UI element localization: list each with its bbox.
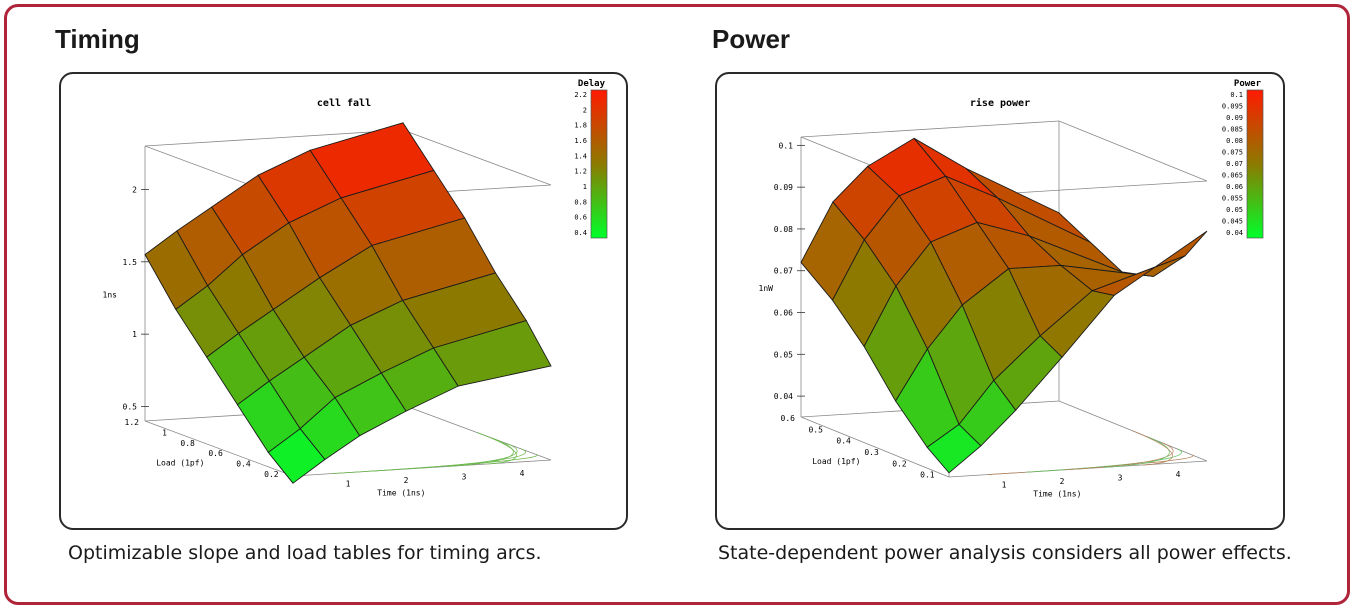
x-tick-label: 3	[462, 472, 467, 481]
y-axis-label: Load (1pf)	[812, 457, 860, 466]
y-tick-label: 0.1	[920, 471, 935, 480]
colorbar-tick-label: 1.4	[574, 152, 587, 160]
z-tick-label: 1.5	[123, 258, 138, 267]
y-axis-label: Load (1pf)	[156, 458, 204, 467]
axis-box-edge	[402, 129, 552, 186]
colorbar-label: Power	[1234, 79, 1262, 89]
z-tick-label: 0.09	[774, 183, 793, 192]
surface-patch	[1090, 230, 1208, 296]
floor-contour	[476, 432, 517, 465]
colorbar-tick-label: 1.8	[574, 122, 587, 130]
colorbar-tick-label: 0.095	[1222, 103, 1243, 111]
y-tick-label: 0.6	[208, 449, 223, 458]
axis-box-edge	[800, 120, 1060, 138]
colorbar-tick-label: 0.06	[1226, 183, 1243, 191]
colorbar-tick-label: 0.075	[1222, 149, 1243, 157]
x-tick-label: 4	[520, 469, 525, 478]
floor-contour	[370, 448, 526, 472]
x-tick-label: 1	[1002, 481, 1007, 490]
colorbar	[1246, 89, 1264, 239]
timing-caption: Optimizable slope and load tables for ti…	[68, 542, 542, 564]
floor-contour	[1065, 442, 1174, 471]
floor-contour	[1026, 448, 1182, 473]
power-chart: rise power 0.1 0.09 0.08 0.07 0.06 0.05 0.04 1nW…	[759, 79, 1264, 498]
x-tick-label: 4	[1176, 470, 1181, 479]
axis-box-edge	[1058, 120, 1208, 182]
y-tick-label: 0.5	[808, 425, 823, 434]
axis-box-edge	[144, 129, 404, 147]
z-tick-label: 0.04	[774, 392, 793, 401]
timing-chart-frame: cell fall 2 1.5 1 0.5 1ns 1.2 1 0.8 0.6 0.4 0.2 Load…	[59, 72, 628, 530]
z-tick-label: 0.5	[123, 403, 138, 412]
timing-heading: Timing	[55, 24, 140, 54]
floor-contour	[1103, 436, 1170, 468]
y-tick-label: 0.2	[264, 470, 279, 479]
z-tick-label: 0.1	[779, 141, 794, 150]
floor-contour	[1132, 430, 1173, 466]
x-tick-label: 1	[346, 480, 351, 489]
z-tick-label: 1	[132, 330, 137, 339]
power-heading: Power	[712, 24, 791, 54]
x-axis-label: Time (1ns)	[1033, 489, 1081, 498]
colorbar-tick-label: 0.05	[1226, 206, 1243, 214]
surface-patch	[432, 320, 552, 387]
z-tick-label: 0.05	[774, 350, 793, 359]
z-axis-label: 1ns	[103, 290, 118, 299]
colorbar-tick-label: 0.6	[574, 214, 587, 222]
colorbar-tick-label: 0.08	[1226, 137, 1243, 145]
colorbar-tick-label: 1.2	[574, 168, 587, 176]
colorbar-tick-label: 0.04	[1226, 229, 1243, 237]
y-tick-label: 0.3	[864, 448, 879, 457]
colorbar-tick-label: 1	[583, 183, 587, 191]
colorbar-tick-label: 0.085	[1222, 126, 1243, 134]
floor-contour	[409, 443, 518, 470]
colorbar-tick-label: 1.6	[574, 137, 587, 145]
colorbar-tick-label: 0.09	[1226, 114, 1243, 122]
z-tick-label: 2	[132, 185, 137, 194]
x-axis-label: Time (1ns)	[377, 488, 425, 497]
power-chart-frame: rise power 0.1 0.09 0.08 0.07 0.06 0.05 0.04 1nW…	[715, 72, 1285, 530]
x-tick-label: 3	[1118, 473, 1123, 482]
axis-box-edge	[800, 416, 950, 478]
colorbar-label: Delay	[578, 79, 606, 89]
z-axis-label: 1nW	[759, 284, 774, 293]
colorbar-tick-label: 0.055	[1222, 195, 1243, 203]
outer-border	[4, 4, 1350, 605]
x-tick-label: 2	[1060, 477, 1065, 486]
colorbar-tick-label: 0.065	[1222, 172, 1243, 180]
colorbar-tick-label: 0.8	[574, 198, 587, 206]
y-tick-label: 0.2	[892, 459, 907, 468]
floor-contour	[447, 437, 514, 467]
y-tick-label: 0.4	[236, 460, 251, 469]
z-tick-label: 0.07	[774, 267, 793, 276]
z-tick-label: 0.08	[774, 225, 793, 234]
colorbar	[590, 89, 608, 239]
y-tick-label: 0.4	[836, 437, 851, 446]
colorbar-tick-label: 0.07	[1226, 160, 1243, 168]
chart-title: rise power	[970, 97, 1030, 109]
power-caption: State-dependent power analysis considers…	[718, 542, 1292, 564]
y-tick-label: 0.6	[781, 414, 796, 423]
y-tick-label: 0.8	[180, 439, 195, 448]
y-tick-label: 1	[162, 428, 167, 437]
colorbar-tick-label: 2.2	[574, 91, 587, 99]
axis-box-edge	[144, 420, 294, 477]
colorbar-tick-label: 2	[583, 106, 587, 114]
colorbar-tick-label: 0.4	[574, 229, 587, 237]
chart-title: cell fall	[317, 98, 371, 109]
colorbar-tick-label: 0.045	[1222, 218, 1243, 226]
timing-chart: cell fall 2 1.5 1 0.5 1ns 1.2 1 0.8 0.6 0.4 0.2 Load…	[103, 79, 608, 497]
colorbar-tick-label: 0.1	[1230, 91, 1243, 99]
x-tick-label: 2	[404, 476, 409, 485]
z-tick-label: 0.06	[774, 309, 793, 318]
y-tick-label: 1.2	[125, 418, 140, 427]
